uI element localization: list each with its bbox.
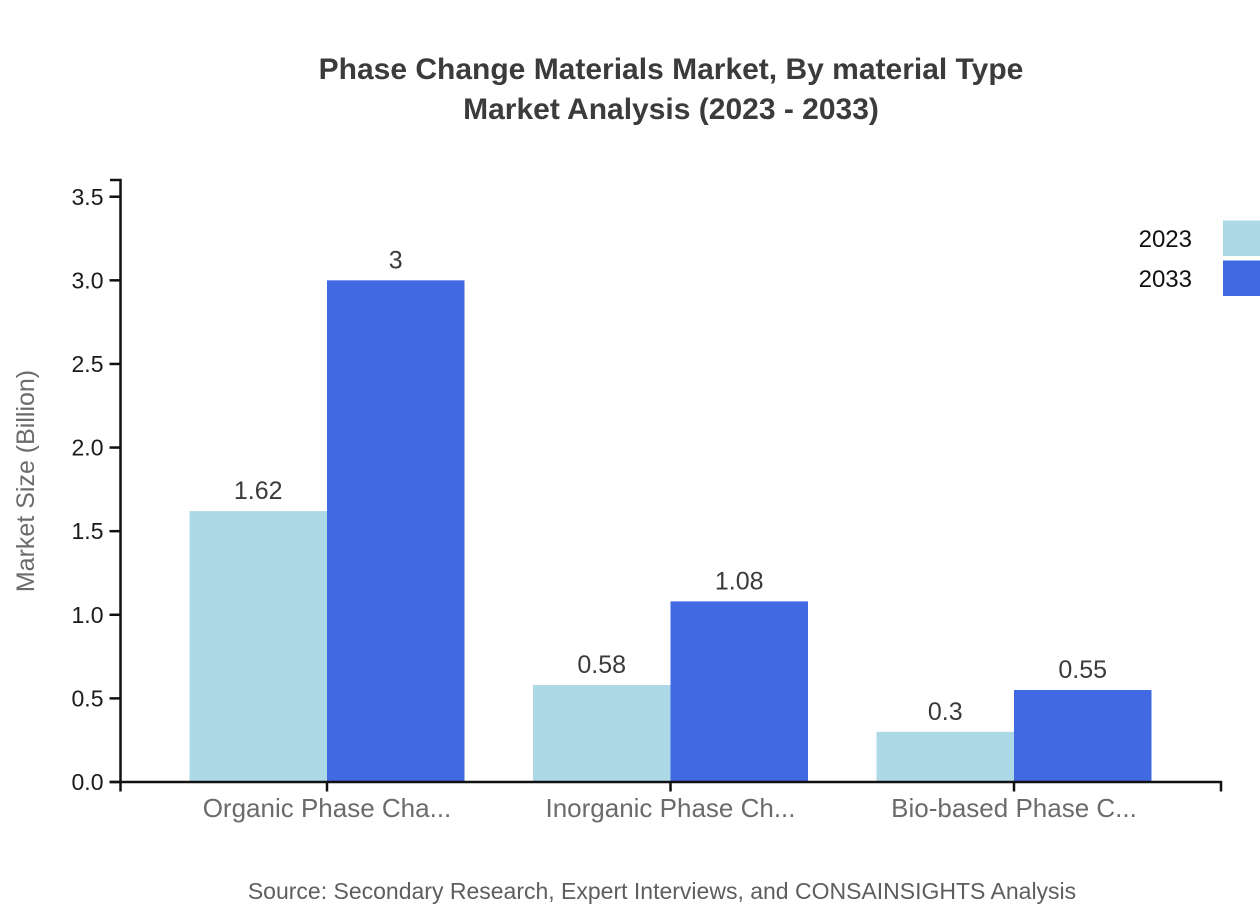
legend-label-2033: 2033 [1139, 266, 1192, 293]
y-axis-title: Market Size (Billion) [12, 370, 40, 592]
bar-2033-category-1 [327, 280, 465, 782]
y-tick-label: 1.0 [72, 602, 104, 628]
bar-2033-category-3 [1014, 690, 1152, 782]
bars-layer [189, 280, 1152, 782]
y-axis-line [110, 178, 122, 784]
bar-value-label: 1.62 [234, 477, 283, 505]
bar-2023-category-2 [533, 685, 671, 782]
y-tick-label: 0.0 [72, 769, 104, 795]
source-note: Source: Secondary Research, Expert Inter… [248, 878, 1076, 904]
legend-label-2023: 2023 [1139, 226, 1192, 253]
bar-2033-category-2 [670, 601, 808, 782]
legend-swatch-2023 [1223, 220, 1260, 256]
bar-value-label: 0.55 [1058, 656, 1107, 684]
y-tick-label: 3.0 [72, 267, 104, 293]
x-category-label: Organic Phase Cha... [203, 793, 452, 823]
bar-value-label: 0.3 [928, 698, 963, 726]
x-category-label: Inorganic Phase Ch... [545, 793, 795, 823]
legend: 2023 2033 [1139, 220, 1260, 296]
axes-layer: 0.0 0.5 1.0 1.5 2.0 2.5 3.0 3.5 [72, 178, 1223, 795]
y-tick-label: 2.5 [72, 351, 104, 377]
y-tick-label: 2.0 [72, 435, 104, 461]
chart-title-line2: Market Analysis (2023 - 2033) [463, 93, 879, 126]
bar-value-label: 0.58 [577, 651, 626, 679]
y-tick-label: 3.5 [72, 184, 104, 210]
y-tick-label: 0.5 [72, 685, 104, 711]
bar-2023-category-3 [876, 731, 1014, 782]
bar-value-label: 1.08 [715, 567, 764, 595]
labels-layer: Organic Phase Cha... Inorganic Phase Ch..… [203, 246, 1137, 823]
x-category-label: Bio-based Phase C... [891, 793, 1137, 823]
y-tick-label: 1.5 [72, 518, 104, 544]
bar-value-label: 3 [389, 246, 403, 274]
legend-swatch-2033 [1223, 260, 1260, 296]
chart-title-line1: Phase Change Materials Market, By materi… [319, 53, 1024, 86]
bar-2023-category-1 [189, 511, 327, 782]
